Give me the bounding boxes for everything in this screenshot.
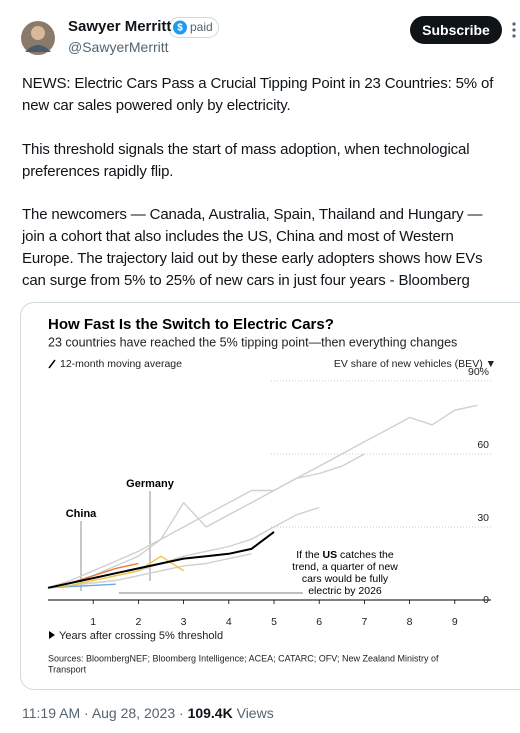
media-card[interactable] [20, 302, 520, 690]
x-tick-label: 7 [361, 616, 367, 628]
source-line: Sources: BloombergNEF; Bloomberg Intelli… [48, 653, 439, 663]
annotation-text: trend, a quarter of new [292, 561, 398, 573]
x-tick-label: 4 [226, 616, 232, 628]
y-tick-label: 0 [483, 594, 489, 606]
annotation-text: electric by 2026 [308, 585, 382, 597]
series-line [47, 531, 275, 589]
badge-icon [173, 20, 187, 35]
avatar-face [31, 26, 45, 40]
x-axis-label: Years after crossing 5% threshold [59, 630, 223, 642]
more-dot[interactable] [512, 22, 516, 26]
y-tick-label: 90% [468, 366, 489, 378]
timestamp[interactable]: 11:19 AM [22, 705, 81, 721]
more-dot [512, 28, 516, 32]
x-tick-label: 8 [407, 616, 413, 628]
author-name[interactable]: Sawyer Merritt [68, 18, 172, 35]
y-tick-label: 60 [477, 439, 489, 451]
annotation-text: cars would be fully [302, 573, 389, 585]
author-handle[interactable]: @SawyerMerritt [68, 39, 169, 55]
source-line: Transport [48, 664, 87, 674]
subscribe-label[interactable]: Subscribe [422, 22, 490, 38]
more-dot [512, 34, 516, 38]
series-line [47, 553, 252, 589]
y-axis-label: EV share of new vehicles (BEV) ▼ [334, 358, 496, 370]
annotation-text: catches the [337, 549, 394, 561]
germany-label: Germany [126, 478, 175, 490]
badge-icon-glyph: $ [177, 23, 183, 34]
badge-label: paid [190, 20, 213, 34]
legend-swatch [48, 359, 56, 369]
annotation-text: If the [296, 549, 322, 561]
tweet-text-line: preferences rapidly flip. [22, 163, 174, 180]
x-tick-label: 2 [135, 616, 141, 628]
views-label: Views [236, 705, 274, 721]
separator: · [84, 705, 89, 721]
header-graphics: $ [21, 16, 516, 55]
china-label: China [66, 508, 97, 520]
y-tick-label: 30 [477, 512, 489, 524]
chart: How Fast Is the Switch to Electric Cars?… [47, 316, 496, 674]
series-line [47, 404, 478, 589]
separator: · [179, 705, 184, 721]
x-tick-label: 9 [452, 616, 458, 628]
annotation-text: US [323, 549, 338, 561]
tweet-text-line: The newcomers — Canada, Australia, Spain… [22, 206, 483, 223]
chart-subtitle: 23 countries have reached the 5% tipping… [48, 335, 457, 349]
us-annotation: If the US catches the trend, a quarter of… [292, 549, 398, 597]
avatar-body [25, 45, 51, 52]
tweet-text-line: new car sales powered only by electricit… [22, 97, 291, 114]
series-line [47, 555, 184, 589]
view-count: 109.4K [187, 705, 233, 721]
tweet-footer: 11:19 AM · Aug 28, 2023 · 109.4K Views [22, 705, 274, 721]
tweet-text-line: join a cohort that also includes the US,… [22, 228, 454, 245]
x-axis-arrow [49, 631, 55, 639]
tweet-text-line: This threshold signals the start of mass… [22, 141, 470, 158]
x-tick-label: 5 [271, 616, 277, 628]
chart-title: How Fast Is the Switch to Electric Cars? [48, 316, 334, 333]
x-tick-label: 1 [90, 616, 96, 628]
tweet-text-line: NEWS: Electric Cars Pass a Crucial Tippi… [22, 75, 494, 92]
subscribe-button[interactable] [410, 16, 502, 44]
x-tick-label: 6 [316, 616, 322, 628]
tweet-text-line: can surge from 5% to 25% of new cars in … [22, 272, 470, 289]
legend-label: 12-month moving average [60, 358, 182, 370]
x-tick-label: 3 [181, 616, 187, 628]
tweet-text-line: Europe. The trajectory laid out by these… [22, 250, 483, 267]
date[interactable]: Aug 28, 2023 [91, 705, 176, 721]
series-line [47, 453, 365, 589]
